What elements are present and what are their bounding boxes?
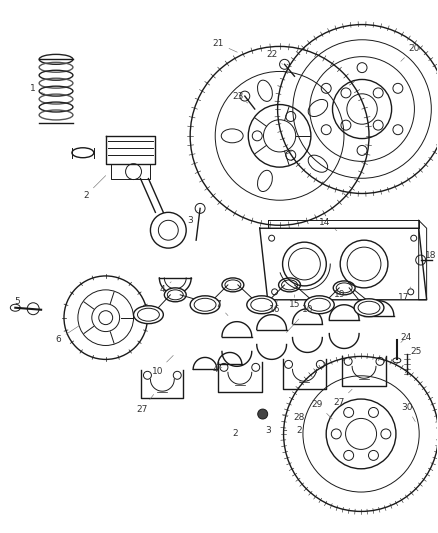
Text: 2: 2 xyxy=(297,426,302,435)
Ellipse shape xyxy=(247,296,277,314)
Text: 22: 22 xyxy=(266,50,283,64)
Text: 2: 2 xyxy=(83,175,106,200)
Text: 18: 18 xyxy=(425,251,436,260)
Text: 7: 7 xyxy=(215,300,228,316)
Circle shape xyxy=(278,25,438,193)
Text: 21: 21 xyxy=(212,39,237,52)
Circle shape xyxy=(258,409,268,419)
Text: 3: 3 xyxy=(187,211,197,225)
Ellipse shape xyxy=(333,281,355,295)
Text: 23: 23 xyxy=(232,92,248,103)
Text: 4: 4 xyxy=(159,282,171,294)
Text: 17: 17 xyxy=(398,287,411,302)
Ellipse shape xyxy=(354,299,384,317)
Text: 10: 10 xyxy=(286,305,313,333)
Text: 29: 29 xyxy=(312,400,332,419)
Text: 19: 19 xyxy=(333,290,352,301)
Text: 2: 2 xyxy=(232,430,238,439)
Text: 10: 10 xyxy=(152,356,173,376)
Text: 30: 30 xyxy=(401,402,415,422)
Ellipse shape xyxy=(190,296,220,314)
Text: 5: 5 xyxy=(14,297,23,308)
Text: 20: 20 xyxy=(401,44,420,61)
Ellipse shape xyxy=(222,278,244,292)
Text: 14: 14 xyxy=(318,218,337,231)
Text: 24: 24 xyxy=(400,333,411,343)
Text: 27: 27 xyxy=(137,394,154,414)
Ellipse shape xyxy=(164,288,186,302)
Text: 1: 1 xyxy=(30,84,46,95)
Ellipse shape xyxy=(134,306,163,324)
Text: 15: 15 xyxy=(289,295,300,309)
Ellipse shape xyxy=(279,278,300,292)
Text: –: – xyxy=(283,426,287,435)
Text: 25: 25 xyxy=(409,347,421,359)
Text: 28: 28 xyxy=(283,413,305,422)
Text: 16: 16 xyxy=(269,300,280,314)
Ellipse shape xyxy=(304,296,334,314)
Text: 3: 3 xyxy=(265,426,271,435)
Text: 6: 6 xyxy=(55,326,78,344)
Text: 27: 27 xyxy=(333,389,352,407)
Text: 4: 4 xyxy=(212,365,222,374)
